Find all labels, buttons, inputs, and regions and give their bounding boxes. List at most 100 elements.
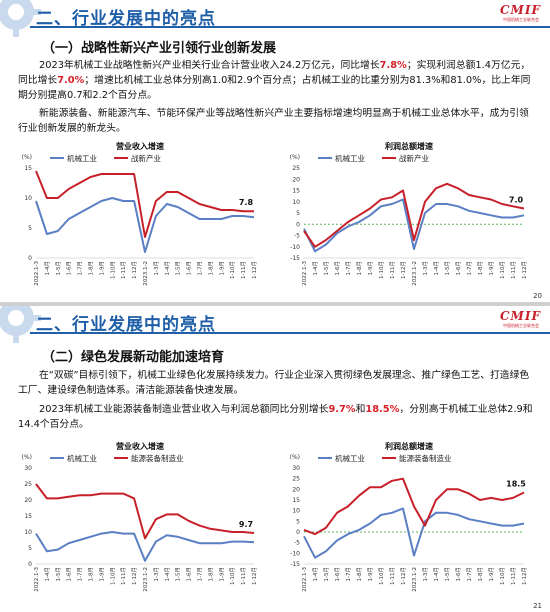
x-tick-label: 1-5月 [323, 261, 330, 275]
x-tick-label: 1-7月 [345, 261, 352, 275]
x-tick-label: 1-8月 [207, 261, 214, 275]
y-unit-label: (%) [290, 454, 300, 461]
y-unit-label: (%) [22, 154, 32, 161]
body-paragraph-2: 2023年机械工业能源装备制造业营业收入与利润总额同比分别增长9.7%和18.5… [18, 404, 533, 430]
x-tick-label: 1-8月 [477, 261, 484, 275]
x-tick-label: 1-5月 [55, 567, 62, 581]
cmif-logo: CMIF 中国机械工业联合会 [500, 3, 541, 22]
y-tick-label: 15 [24, 513, 32, 520]
x-tick-label: 2022.1-3 [34, 567, 40, 592]
subsection-title: （一）战略性新兴产业引领行业创新发展 [42, 41, 277, 56]
y-tick-label: 25 [24, 481, 32, 488]
legend-label: 机械工业 [335, 453, 365, 463]
x-tick-label: 1-7月 [197, 567, 204, 581]
y-tick-label: 5 [296, 518, 300, 525]
x-tick-label: 1-8月 [356, 261, 363, 275]
y-tick-label: -15 [290, 561, 300, 568]
series-line-1 [303, 182, 525, 248]
end-value-label: 18.5 [506, 480, 526, 489]
y-tick-label: 15 [292, 497, 300, 504]
x-tick-label: 1-12月 [521, 261, 528, 279]
legend-label: 机械工业 [335, 153, 365, 163]
x-tick-label: 2023.1-2 [143, 567, 149, 592]
section-title: 二、行业发展中的亮点 [36, 9, 216, 29]
y-tick-label: 30 [24, 465, 32, 472]
x-tick-label: 1-4月 [433, 567, 440, 581]
y-tick-label: 10 [24, 195, 32, 202]
y-tick-label: 20 [24, 497, 32, 504]
section-title: 二、行业发展中的亮点 [36, 315, 216, 335]
x-tick-label: 1-9月 [218, 567, 225, 581]
chart-title: 利润总额增速 [384, 441, 433, 451]
y-tick-label: -10 [290, 550, 300, 557]
x-tick-label: 1-3月 [422, 567, 429, 581]
x-tick-label: 1-12月 [251, 261, 258, 279]
y-tick-label: 10 [292, 199, 300, 206]
x-tick-label: 1-6月 [455, 567, 462, 581]
y-tick-label: 0 [28, 561, 32, 568]
x-tick-label: 1-3月 [153, 567, 160, 581]
series-line-0 [35, 197, 255, 253]
x-tick-label: 2023.1-2 [143, 261, 149, 286]
y-tick-label: 25 [292, 476, 300, 483]
x-tick-label: 1-5月 [444, 261, 451, 275]
x-tick-label: 1-4月 [312, 567, 319, 581]
x-tick-label: 1-9月 [98, 261, 105, 275]
x-tick-label: 1-4月 [312, 261, 319, 275]
y-tick-label: -10 [290, 244, 300, 251]
x-tick-label: 1-10月 [378, 567, 385, 585]
x-tick-label: 2023.1-2 [412, 261, 418, 286]
x-tick-label: 1-10月 [378, 261, 385, 279]
x-tick-label: 1-3月 [422, 261, 429, 275]
x-tick-label: 1-9月 [98, 567, 105, 581]
x-tick-label: 1-11月 [389, 261, 396, 279]
x-tick-label: 1-7月 [77, 261, 84, 275]
series-line-0 [303, 198, 525, 253]
x-tick-label: 2022.1-3 [302, 261, 308, 286]
x-tick-label: 1-12月 [521, 567, 528, 585]
y-tick-label: 15 [24, 165, 32, 172]
x-tick-label: 1-11月 [389, 567, 396, 585]
x-tick-label: 1-9月 [488, 261, 495, 275]
x-tick-label: 1-10月 [109, 567, 116, 585]
x-tick-label: 1-7月 [77, 567, 84, 581]
x-tick-label: 1-3月 [153, 261, 160, 275]
x-tick-label: 1-7月 [466, 567, 473, 581]
gear-icon [0, 0, 41, 37]
x-tick-label: 1-8月 [207, 567, 214, 581]
page-number: 21 [533, 602, 542, 610]
subsection-title: （二）绿色发展新动能加速培育 [42, 350, 225, 365]
legend-label: 能源装备制造业 [399, 453, 452, 463]
x-tick-label: 1-8月 [356, 567, 363, 581]
cmif-logo: CMIF 中国机械工业联合会 [500, 309, 541, 328]
x-tick-label: 1-5月 [175, 261, 182, 275]
y-tick-label: 0 [296, 221, 300, 228]
x-tick-label: 1-8月 [88, 567, 95, 581]
y-tick-label: 0 [28, 255, 32, 262]
y-tick-label: 10 [24, 529, 32, 536]
y-tick-label: 25 [292, 165, 300, 172]
legend-label: 战新产业 [131, 153, 161, 163]
y-tick-label: 20 [292, 486, 300, 493]
x-tick-label: 1-12月 [251, 567, 258, 585]
legend-label: 机械工业 [67, 453, 97, 463]
x-tick-label: 1-11月 [240, 567, 247, 585]
x-tick-label: 1-4月 [44, 261, 51, 275]
x-tick-label: 1-8月 [88, 261, 95, 275]
y-tick-label: 5 [28, 545, 32, 552]
y-tick-label: 10 [292, 508, 300, 515]
x-tick-label: 1-10月 [109, 261, 116, 279]
chart-revenue-growth-2: 营业收入增速 (%) 机械工业 能源装备制造业 0 5 10 15 20 25 30 2022.1-3… [10, 440, 270, 608]
body-paragraph-1: 2023年机械工业战略性新兴产业相关行业合计营业收入24.2万亿元，同比增长7.… [18, 60, 531, 101]
x-tick-label: 1-5月 [175, 567, 182, 581]
x-tick-label: 1-6月 [186, 567, 193, 581]
x-tick-label: 1-4月 [164, 567, 171, 581]
x-tick-label: 1-4月 [164, 261, 171, 275]
legend-label: 能源装备制造业 [131, 453, 184, 463]
chart-profit-growth-1: 利润总额增速 (%) 机械工业 战新产业 -15 -10 -5 0 5 10 15 20 25 2022.… [278, 140, 540, 302]
y-tick-label: 0 [296, 529, 300, 536]
x-tick-label: 1-10月 [229, 567, 236, 585]
slide-header: 二、行业发展中的亮点 CMIF 中国机械工业联合会 [0, 306, 550, 343]
x-tick-label: 1-11月 [510, 261, 517, 279]
page-number: 20 [533, 292, 542, 300]
